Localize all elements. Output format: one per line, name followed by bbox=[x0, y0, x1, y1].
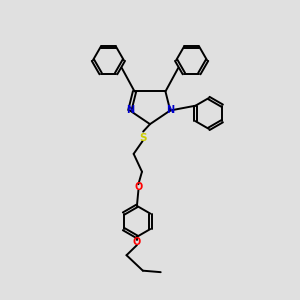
Text: N: N bbox=[126, 106, 134, 116]
Text: N: N bbox=[166, 106, 174, 116]
Text: O: O bbox=[133, 237, 141, 247]
Text: S: S bbox=[139, 133, 146, 142]
Text: O: O bbox=[134, 182, 142, 192]
